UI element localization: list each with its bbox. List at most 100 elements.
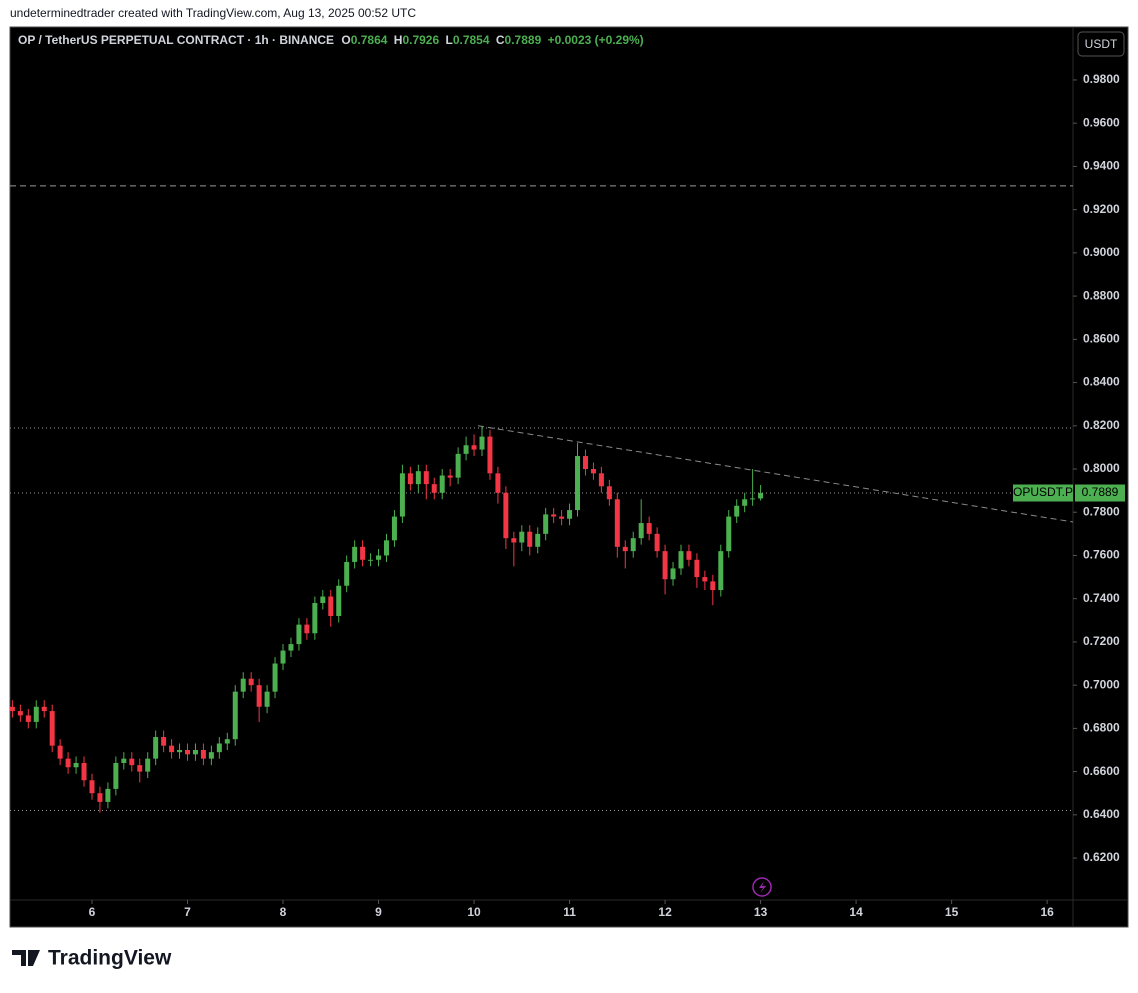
candle-body (726, 516, 732, 552)
ticker-tag (1013, 484, 1073, 502)
y-tick-label: 0.6600 (1083, 764, 1120, 778)
y-tick-label: 0.9400 (1083, 159, 1120, 173)
candle-body (129, 758, 135, 766)
candle-body (686, 551, 692, 560)
candle-body (216, 743, 222, 753)
ohlc-label: H (394, 33, 403, 47)
ohlc-label: O (341, 33, 350, 47)
event-icon-bolt (759, 881, 766, 893)
symbol: OP / TetherUS PERPETUAL CONTRACT · 1h · … (18, 33, 334, 47)
y-tick-label: 0.7000 (1083, 677, 1120, 691)
candle-body (272, 663, 278, 692)
candle-body (638, 523, 644, 539)
candle-body (630, 538, 636, 552)
candle-body (208, 752, 214, 759)
ohlc-value: 0.7889 (505, 33, 542, 47)
candle-body (678, 551, 684, 569)
y-tick-label: 0.9800 (1083, 72, 1120, 86)
y-tick-label: 0.8400 (1083, 375, 1120, 389)
y-tick-label: 0.7400 (1083, 591, 1120, 605)
x-tick-label: 15 (945, 905, 959, 919)
x-tick-label: 7 (184, 905, 191, 919)
candle-body (654, 533, 660, 552)
x-tick-label: 9 (375, 905, 382, 919)
candle-body (758, 493, 764, 499)
candle-body (487, 436, 493, 474)
candle-body (9, 706, 15, 712)
candle-body (256, 685, 262, 707)
candle-body (551, 514, 557, 517)
y-tick-label: 0.9200 (1083, 202, 1120, 216)
y-tick-label: 0.8000 (1083, 461, 1120, 475)
candle-body (113, 762, 119, 789)
candle-body (511, 538, 517, 543)
candle-body (399, 473, 405, 517)
price-tag-label: 0.7889 (1082, 485, 1119, 499)
currency-label[interactable]: USDT (1085, 37, 1118, 51)
ohlc-value: 0.7854 (453, 33, 490, 47)
candle-body (288, 644, 294, 651)
candle-body (344, 561, 350, 586)
y-tick-label: 0.8600 (1083, 331, 1120, 345)
candle-body (336, 585, 342, 616)
candle-body (582, 456, 588, 470)
candle-body (710, 581, 716, 591)
price-tag (1075, 484, 1125, 502)
candle-body (137, 765, 143, 772)
x-tick-label: 16 (1040, 905, 1054, 919)
candle-body (264, 691, 270, 707)
candle-body (575, 456, 581, 511)
x-tick-label: 13 (754, 905, 768, 919)
plot: 0.6200 0.6400 0.6600 0.6800 0.7000 0.7200 0.74… (9, 72, 1120, 919)
ohlc-label: L (445, 33, 452, 47)
candle-body (646, 523, 652, 534)
candle-body (590, 469, 596, 474)
candle-body (567, 510, 573, 519)
event-icon[interactable] (752, 877, 772, 897)
trendline (477, 425, 1074, 523)
y-tick-label: 0.6400 (1083, 807, 1120, 821)
candle-body (73, 762, 79, 768)
candle-body (248, 678, 254, 686)
candle-body (750, 498, 756, 500)
chart-frame (9, 26, 1129, 928)
candle-body (391, 516, 397, 541)
candle-body (471, 445, 477, 450)
y-tick-label: 0.8800 (1083, 288, 1120, 302)
candle-body (376, 555, 382, 560)
candle-body (734, 505, 740, 517)
candle-body (527, 531, 533, 547)
candle-body (559, 516, 565, 519)
candle-body (423, 471, 429, 485)
candle-body (447, 475, 453, 478)
candle-body (121, 758, 127, 763)
y-tick-label: 0.6800 (1083, 721, 1120, 735)
currency-button[interactable] (1077, 31, 1125, 57)
change: +0.0023 (+0.29%) (548, 33, 644, 47)
candle-body (598, 473, 604, 487)
y-tick-label: 0.7600 (1083, 548, 1120, 562)
candle-body (352, 546, 358, 562)
x-tick-label: 12 (658, 905, 672, 919)
candle-body (184, 749, 190, 755)
candle-body (463, 445, 469, 454)
candle-body (312, 603, 318, 634)
ohlc-value: 0.7864 (351, 33, 388, 47)
candle-body (320, 596, 326, 604)
candle-body (407, 473, 413, 485)
y-tick-label: 0.6200 (1083, 850, 1120, 864)
candle-body (702, 577, 708, 582)
candle-body (360, 546, 366, 560)
candle-body (479, 436, 485, 450)
candle-body (606, 486, 612, 500)
candle-body (41, 706, 47, 712)
y-tick-label: 0.9600 (1083, 115, 1120, 129)
candle-body (105, 788, 111, 802)
legend: OP / TetherUS PERPETUAL CONTRACT · 1h · … (18, 33, 644, 47)
candle-body (17, 711, 23, 716)
candle-body (535, 533, 541, 547)
x-tick-label: 14 (849, 905, 863, 919)
candle-body (145, 758, 151, 772)
candle-body (662, 551, 668, 580)
